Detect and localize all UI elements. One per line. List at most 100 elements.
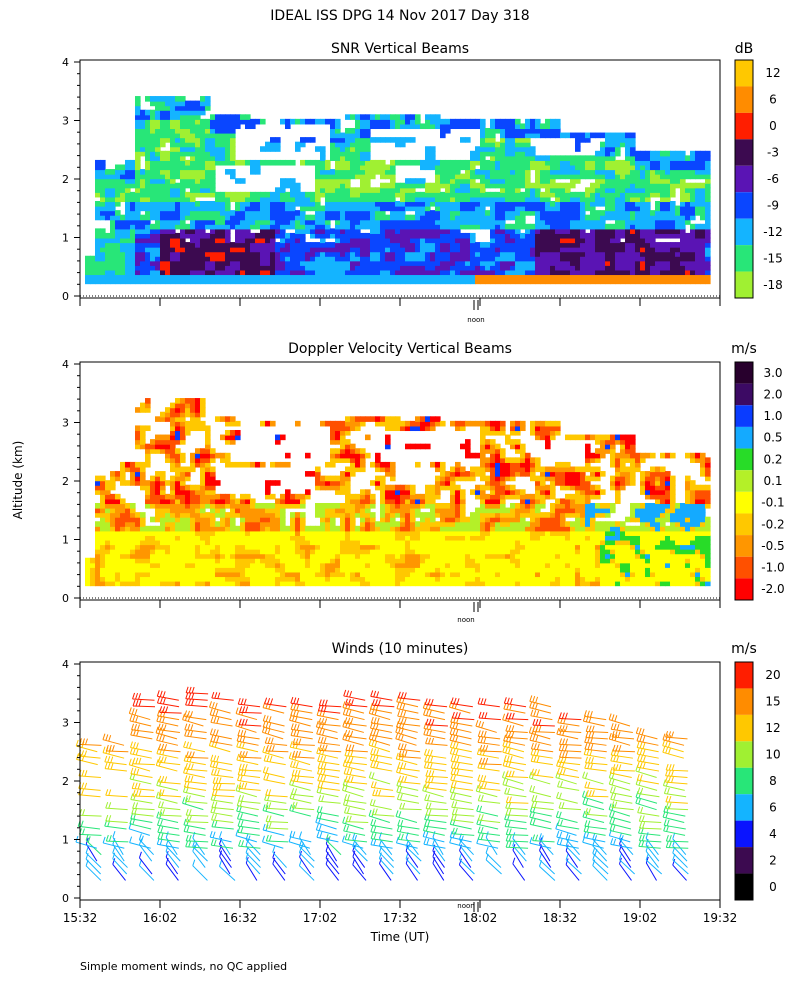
snr-cell xyxy=(325,160,331,166)
doppler-cell xyxy=(235,498,241,504)
snr-cell xyxy=(295,183,301,189)
snr-cell xyxy=(355,187,361,193)
doppler-cell xyxy=(280,435,286,441)
doppler-cell xyxy=(185,485,191,491)
snr-panel-title: SNR Vertical Beams xyxy=(331,41,469,57)
snr-cell xyxy=(140,215,146,221)
snr-cell xyxy=(575,133,581,139)
snr-cell xyxy=(185,160,191,166)
colorbar-swatch xyxy=(735,272,753,298)
snr-cell xyxy=(690,183,696,189)
y-tick-label: 1 xyxy=(62,232,69,245)
snr-cell xyxy=(615,133,621,139)
snr-cell xyxy=(485,192,491,198)
snr-cell xyxy=(685,155,691,161)
snr-cell xyxy=(310,137,316,143)
snr-cell xyxy=(545,119,551,125)
snr-cell xyxy=(310,119,316,125)
snr-cell xyxy=(655,201,661,207)
snr-cell xyxy=(515,119,521,125)
doppler-cell xyxy=(155,416,161,422)
snr-cell xyxy=(585,233,591,239)
snr-cell xyxy=(465,137,471,143)
snr-cell xyxy=(305,160,311,166)
doppler-cell xyxy=(140,403,146,409)
doppler-cell xyxy=(215,480,221,486)
doppler-cell xyxy=(130,462,136,468)
snr-cell xyxy=(670,242,676,248)
doppler-cell xyxy=(305,489,311,495)
doppler-cell xyxy=(320,421,326,427)
snr-cell xyxy=(655,242,661,248)
snr-cell xyxy=(120,215,126,221)
doppler-cell xyxy=(95,476,101,482)
doppler-cell xyxy=(125,503,131,509)
doppler-cell xyxy=(170,476,176,482)
snr-cell xyxy=(235,178,241,184)
snr-cell xyxy=(615,160,621,166)
doppler-cell xyxy=(330,503,336,509)
doppler-cell xyxy=(260,421,266,427)
snr-cell xyxy=(385,183,391,189)
snr-cell xyxy=(270,137,276,143)
snr-cell xyxy=(230,242,236,248)
doppler-cell xyxy=(150,439,156,445)
snr-cell xyxy=(195,201,201,207)
snr-cell xyxy=(535,155,541,161)
snr-cell xyxy=(285,233,291,239)
snr-cell xyxy=(510,224,516,230)
snr-cell xyxy=(265,160,271,166)
snr-cell xyxy=(140,110,146,116)
snr-cell xyxy=(395,183,401,189)
doppler-cell xyxy=(270,480,276,486)
snr-cell xyxy=(455,119,461,125)
snr-cell xyxy=(320,146,326,152)
snr-cell xyxy=(230,114,236,120)
snr-cell xyxy=(455,160,461,166)
snr-cell xyxy=(310,160,316,166)
snr-cell xyxy=(410,137,416,143)
snr-cell xyxy=(395,201,401,207)
doppler-cell xyxy=(175,398,181,404)
snr-cell xyxy=(590,133,596,139)
doppler-cell xyxy=(165,480,171,486)
snr-cell xyxy=(250,192,256,198)
snr-cell xyxy=(405,178,411,184)
snr-cell xyxy=(420,178,426,184)
snr-cell xyxy=(550,155,556,161)
colorbar-label: -12 xyxy=(763,225,783,239)
doppler-cell xyxy=(85,558,91,564)
snr-cell xyxy=(540,123,546,129)
snr-cell xyxy=(450,119,456,125)
snr-cell xyxy=(275,137,281,143)
snr-cell xyxy=(500,119,506,125)
doppler-cell xyxy=(95,521,101,527)
colorbar-swatch xyxy=(735,166,753,192)
snr-cell xyxy=(275,187,281,193)
doppler-cell xyxy=(115,494,121,500)
doppler-cell xyxy=(280,494,286,500)
snr-cell xyxy=(560,133,566,139)
doppler-cell xyxy=(285,489,291,495)
snr-cell xyxy=(385,215,391,221)
snr-cell xyxy=(260,160,266,166)
snr-cell xyxy=(645,151,651,157)
snr-cell xyxy=(415,192,421,198)
doppler-cell xyxy=(305,526,311,532)
page-title: IDEAL ISS DPG 14 Nov 2017 Day 318 xyxy=(270,8,529,24)
snr-cell xyxy=(600,142,606,148)
doppler-cell xyxy=(135,407,141,413)
doppler-heatmap xyxy=(85,398,711,586)
doppler-cell xyxy=(330,476,336,482)
snr-cell xyxy=(390,114,396,120)
doppler-cell xyxy=(320,503,326,509)
y-tick-label: 0 xyxy=(62,290,69,303)
snr-cell xyxy=(235,192,241,198)
doppler-cell xyxy=(300,512,306,518)
snr-cell xyxy=(485,128,491,134)
snr-cell xyxy=(425,183,431,189)
snr-cell xyxy=(185,242,191,248)
snr-cell xyxy=(505,224,511,230)
